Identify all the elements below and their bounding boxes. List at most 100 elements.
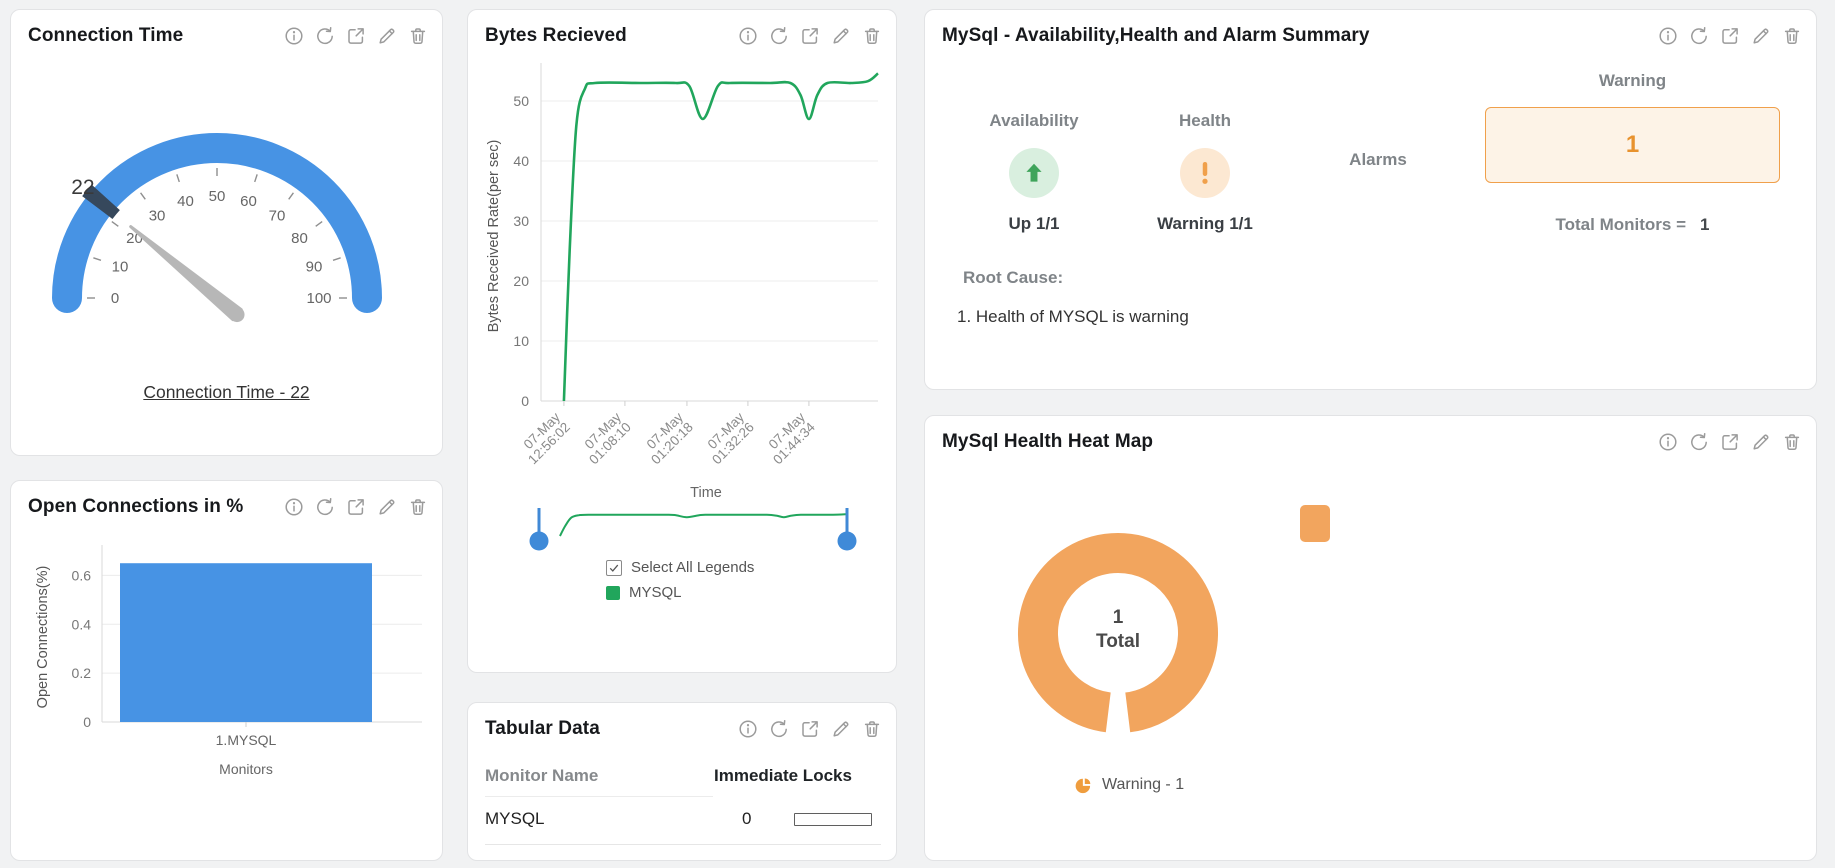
svg-text:1.MYSQL: 1.MYSQL bbox=[216, 732, 277, 748]
svg-text:80: 80 bbox=[291, 230, 308, 247]
open-connections-title: Open Connections in % bbox=[28, 496, 244, 517]
root-cause-item: 1. Health of MYSQL is warning bbox=[957, 307, 1189, 326]
edit-icon[interactable] bbox=[377, 497, 397, 517]
edit-icon[interactable] bbox=[1751, 26, 1771, 46]
column-header-monitor-name: Monitor Name bbox=[485, 766, 599, 785]
donut-center-value: 1 bbox=[1112, 607, 1124, 628]
svg-text:50: 50 bbox=[209, 188, 226, 205]
info-icon[interactable] bbox=[738, 26, 758, 46]
select-all-label: Select All Legends bbox=[631, 559, 755, 576]
refresh-icon[interactable] bbox=[315, 26, 335, 46]
delete-icon[interactable] bbox=[1782, 432, 1802, 452]
refresh-icon[interactable] bbox=[769, 26, 789, 46]
svg-text:30: 30 bbox=[149, 207, 166, 224]
delete-icon[interactable] bbox=[1782, 26, 1802, 46]
summary-title: MySql - Availability,Health and Alarm Su… bbox=[942, 25, 1370, 46]
heatmap-legend[interactable]: Warning - 1 bbox=[1075, 776, 1184, 794]
series-legend-label: MYSQL bbox=[629, 584, 682, 601]
tabular-data-toolbar bbox=[738, 718, 882, 739]
availability-summary-card: MySql - Availability,Health and Alarm Su… bbox=[924, 9, 1817, 390]
open-connections-toolbar bbox=[284, 496, 428, 517]
health-warning-icon[interactable] bbox=[1180, 148, 1230, 198]
info-icon[interactable] bbox=[738, 719, 758, 739]
table-cell-monitor: MYSQL bbox=[485, 809, 545, 828]
info-icon[interactable] bbox=[284, 497, 304, 517]
select-all-checkbox[interactable] bbox=[606, 559, 622, 576]
svg-text:Monitors: Monitors bbox=[219, 761, 273, 777]
refresh-icon[interactable] bbox=[1689, 26, 1709, 46]
svg-text:50: 50 bbox=[513, 93, 529, 109]
heatmap-cell-warning[interactable] bbox=[1300, 505, 1330, 542]
header-divider bbox=[485, 796, 713, 797]
column-header-immediate-locks: Immediate Locks bbox=[714, 766, 852, 785]
total-monitors-row: Total Monitors = 1 bbox=[1485, 215, 1780, 235]
svg-text:10: 10 bbox=[112, 258, 129, 275]
total-monitors-value: 1 bbox=[1700, 215, 1710, 234]
open-icon[interactable] bbox=[800, 26, 820, 46]
edit-icon[interactable] bbox=[831, 719, 851, 739]
svg-text:07-May01:32:26: 07-May01:32:26 bbox=[699, 409, 757, 467]
svg-text:100: 100 bbox=[306, 290, 331, 307]
table-cell-value: 0 bbox=[742, 809, 752, 828]
tabular-data-card: Tabular Data Monitor Name Immediate Lock… bbox=[467, 702, 897, 861]
bytes-received-card: Bytes Recieved 0 10 20 30 40 50 07-May12:56:02… bbox=[467, 9, 897, 673]
open-icon[interactable] bbox=[1720, 432, 1740, 452]
connection-time-link[interactable]: Connection Time - 22 bbox=[143, 382, 310, 402]
svg-text:0.2: 0.2 bbox=[72, 665, 92, 681]
heatmap-toolbar bbox=[1658, 431, 1802, 452]
delete-icon[interactable] bbox=[408, 26, 428, 46]
availability-status: Up 1/1 bbox=[1008, 214, 1060, 233]
svg-text:0: 0 bbox=[83, 714, 91, 730]
delete-icon[interactable] bbox=[862, 26, 882, 46]
info-icon[interactable] bbox=[1658, 432, 1678, 452]
health-status: Warning 1/1 bbox=[1157, 214, 1253, 233]
svg-text:10: 10 bbox=[513, 333, 529, 349]
open-icon[interactable] bbox=[800, 719, 820, 739]
connection-time-card: Connection Time 0 10 20 30 40 50 60 70 80 90 100 22… bbox=[10, 9, 443, 456]
warning-count-box[interactable]: 1 bbox=[1485, 107, 1780, 183]
heatmap-title: MySql Health Heat Map bbox=[942, 431, 1154, 452]
health-section: Health Warning 1/1 bbox=[1135, 111, 1275, 234]
alarms-label: Alarms bbox=[1349, 150, 1407, 169]
bytes-received-line-chart: 0 10 20 30 40 50 07-May12:56:02 07-May01:08:10 0… bbox=[468, 55, 898, 565]
svg-text:0.6: 0.6 bbox=[72, 567, 92, 583]
svg-text:Bytes Received Rate(per sec): Bytes Received Rate(per sec) bbox=[486, 140, 502, 333]
svg-text:07-May01:20:18: 07-May01:20:18 bbox=[638, 409, 696, 467]
summary-toolbar bbox=[1658, 25, 1802, 46]
svg-text:22: 22 bbox=[71, 176, 94, 199]
open-icon[interactable] bbox=[346, 497, 366, 517]
open-icon[interactable] bbox=[346, 26, 366, 46]
delete-icon[interactable] bbox=[408, 497, 428, 517]
svg-text:70: 70 bbox=[269, 207, 286, 224]
series-color-swatch bbox=[606, 585, 620, 600]
edit-icon[interactable] bbox=[377, 26, 397, 46]
heatmap-legend-label: Warning - 1 bbox=[1102, 776, 1185, 793]
info-icon[interactable] bbox=[1658, 26, 1678, 46]
info-icon[interactable] bbox=[284, 26, 304, 46]
delete-icon[interactable] bbox=[862, 719, 882, 739]
refresh-icon[interactable] bbox=[315, 497, 335, 517]
edit-icon[interactable] bbox=[831, 26, 851, 46]
svg-text:40: 40 bbox=[513, 153, 529, 169]
edit-icon[interactable] bbox=[1751, 432, 1771, 452]
refresh-icon[interactable] bbox=[769, 719, 789, 739]
slider-handle-left[interactable] bbox=[529, 531, 549, 551]
refresh-icon[interactable] bbox=[1689, 432, 1709, 452]
svg-text:07-May01:44:34: 07-May01:44:34 bbox=[760, 409, 818, 467]
svg-text:07-May12:56:02: 07-May12:56:02 bbox=[515, 409, 573, 467]
svg-text:90: 90 bbox=[306, 258, 323, 275]
total-monitors-label: Total Monitors = bbox=[1555, 215, 1687, 234]
connection-time-title: Connection Time bbox=[28, 25, 184, 46]
svg-text:0: 0 bbox=[521, 393, 529, 409]
open-icon[interactable] bbox=[1720, 26, 1740, 46]
health-label: Health bbox=[1179, 111, 1231, 130]
availability-section: Availability Up 1/1 bbox=[964, 111, 1104, 234]
open-connections-bar-chart: 0 0.2 0.4 0.6 1.MYSQL Monitors Open Connection… bbox=[11, 531, 444, 801]
slider-handle-right[interactable] bbox=[837, 531, 857, 551]
warning-count: 1 bbox=[1625, 131, 1640, 158]
series-legend-row[interactable]: MYSQL bbox=[606, 584, 682, 601]
select-all-legends-row: Select All Legends bbox=[606, 559, 754, 576]
bytes-received-toolbar bbox=[738, 25, 882, 46]
availability-up-icon[interactable] bbox=[1009, 148, 1059, 198]
